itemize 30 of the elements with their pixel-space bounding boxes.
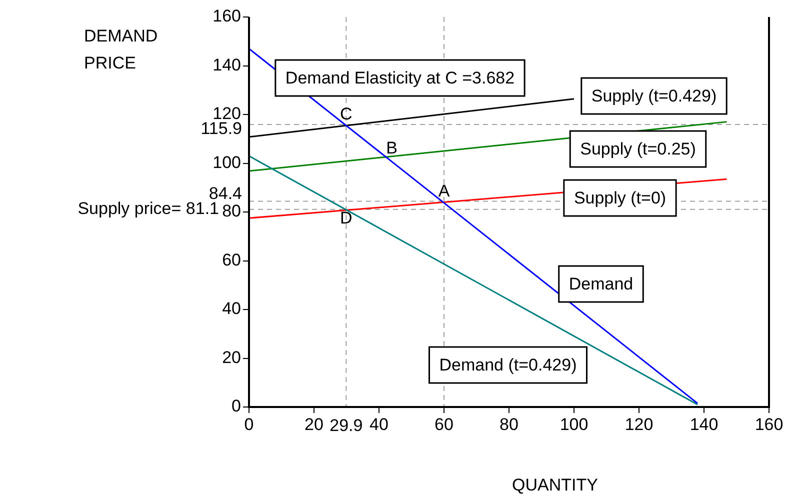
x-tick-label: 40	[370, 414, 388, 434]
annotation: Demand Elasticity at C =3.682	[285, 68, 515, 88]
y-tick-label: 140	[212, 55, 241, 74]
series-label: Supply (t=0)	[574, 188, 666, 208]
x-tick-label: 120	[624, 414, 654, 434]
series-label: Demand	[568, 274, 634, 294]
x-axis-title: QUANTITY	[512, 476, 598, 495]
x-tick-label: 100	[560, 414, 588, 434]
y-tick-label: 160	[212, 6, 241, 26]
series-label: Supply (t=0.429)	[591, 86, 717, 106]
y-tick-label: 40	[222, 299, 241, 318]
y-tick-label: 60	[222, 250, 241, 270]
annotation: C	[340, 104, 352, 124]
annotation: B	[386, 138, 398, 158]
y-tick-label: 20	[222, 348, 241, 367]
ref-line-label: 29.9	[330, 416, 363, 436]
annotation: D	[340, 208, 352, 228]
y-tick-label: 80	[222, 202, 241, 221]
y-axis-title: DEMAND PRICE	[84, 26, 158, 73]
x-tick-label: 0	[244, 414, 254, 434]
x-tick-label: 20	[304, 414, 324, 434]
x-tick-label: 140	[690, 414, 718, 434]
x-tick-label: 60	[434, 414, 454, 434]
x-tick-label: 80	[500, 414, 518, 434]
annotation: A	[438, 181, 450, 200]
x-tick-label: 160	[754, 414, 784, 434]
series-label: Demand (t=0.429)	[439, 356, 577, 375]
series-label: Supply (t=0.25)	[580, 140, 696, 159]
y-tick-label: 0	[232, 396, 241, 416]
y-tick-label: 100	[212, 152, 241, 172]
